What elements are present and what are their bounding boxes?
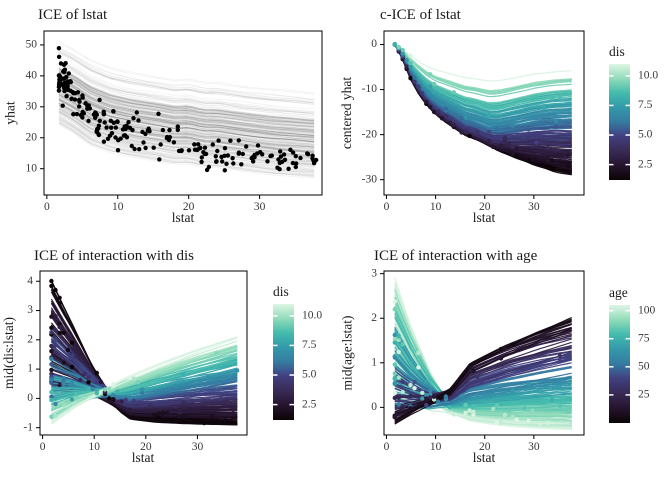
svg-text:30: 30: [26, 100, 38, 112]
x-axis-label-1: lstat: [171, 210, 195, 225]
svg-text:-30: -30: [362, 173, 378, 185]
panel-cell-ice-interaction-dis: 0 10 20 30 -1 0 1 2 3 4 10.0 7.5 5.0 2.5: [0, 240, 336, 480]
svg-text:5.0: 5.0: [302, 369, 317, 381]
svg-text:-1: -1: [23, 421, 33, 433]
svg-text:40: 40: [26, 70, 38, 82]
svg-text:3: 3: [27, 304, 33, 316]
x-axis-label-4: lstat: [472, 450, 496, 465]
svg-text:10: 10: [430, 441, 442, 453]
svg-text:7.5: 7.5: [638, 99, 653, 111]
svg-text:4: 4: [27, 275, 33, 287]
svg-text:2: 2: [27, 333, 33, 345]
svg-text:3: 3: [371, 267, 377, 279]
x-axis-label-3: lstat: [131, 450, 155, 465]
panel-canvas-ice-lstat: 0 10 20 30 10 20 30 40 50: [26, 30, 323, 213]
svg-text:10: 10: [88, 441, 100, 453]
svg-text:10: 10: [112, 201, 124, 213]
panel-cell-cice-lstat: 0 10 20 30 0 -10 -20 -30 10.0 7.5 5.0 2.5: [336, 0, 672, 240]
panel-canvas-cice-lstat: 0 10 20 30 0 -10 -20 -30 10.0 7.5 5.0 2.5: [362, 30, 658, 213]
svg-text:5.0: 5.0: [638, 129, 653, 141]
y-axis-label-2: centered yhat: [338, 43, 356, 183]
svg-text:2.5: 2.5: [302, 398, 317, 410]
svg-text:-20: -20: [362, 128, 378, 140]
svg-text:20: 20: [140, 441, 152, 453]
svg-text:10: 10: [26, 162, 38, 174]
panel-title-ice-lstat: ICE of lstat: [38, 7, 108, 23]
y-axis-label-text-2: centered yhat: [339, 76, 354, 150]
y-axis-label-1: yhat: [2, 43, 20, 183]
svg-text:0: 0: [40, 441, 46, 453]
svg-text:0: 0: [384, 441, 390, 453]
x-axis-label-2: lstat: [472, 210, 496, 225]
svg-text:1: 1: [27, 363, 33, 375]
panel-cell-ice-lstat: 0 10 20 30 10 20 30 40 50: [0, 0, 336, 240]
svg-text:0: 0: [44, 201, 50, 213]
legend-title-dis-top: dis: [609, 44, 625, 59]
svg-text:1: 1: [371, 356, 377, 368]
svg-text:0: 0: [384, 201, 390, 213]
svg-text:30: 30: [192, 441, 204, 453]
y-axis-label-3: mid(dis:lstat): [0, 283, 18, 423]
svg-text:20: 20: [26, 131, 38, 143]
y-axis-label-text-3: mid(dis:lstat): [1, 317, 16, 389]
panel-title-ice-interaction-dis: ICE of interaction with dis: [34, 248, 194, 264]
svg-text:50: 50: [638, 360, 650, 372]
svg-text:0: 0: [371, 38, 377, 50]
svg-text:-10: -10: [362, 83, 378, 95]
svg-text:10: 10: [430, 201, 442, 213]
panel-cell-ice-interaction-age: 0 10 20 30 0 1 2 3 100 75 50 25: [336, 240, 672, 480]
panel-title-cice-lstat: c-ICE of lstat: [380, 7, 461, 23]
svg-text:50: 50: [26, 39, 38, 51]
svg-text:20: 20: [479, 441, 491, 453]
svg-text:30: 30: [528, 201, 540, 213]
panel-title-ice-interaction-age: ICE of interaction with age: [374, 248, 538, 264]
svg-text:25: 25: [638, 389, 650, 401]
svg-text:20: 20: [183, 201, 195, 213]
y-axis-label-4: mid(age:lstat): [338, 283, 356, 423]
panel-canvas-ice-interaction-age: 0 10 20 30 0 1 2 3 100 75 50 25: [371, 267, 656, 453]
svg-text:100: 100: [638, 304, 656, 316]
legend-title-age: age: [609, 285, 628, 300]
panel-canvas-ice-interaction-dis: 0 10 20 30 -1 0 1 2 3 4 10.0 7.5 5.0 2.5: [23, 270, 322, 453]
svg-text:30: 30: [254, 201, 266, 213]
svg-text:75: 75: [638, 332, 650, 344]
svg-text:7.5: 7.5: [302, 339, 317, 351]
legend-title-dis-bottom: dis: [273, 284, 289, 299]
y-axis-label-text-1: yhat: [3, 101, 18, 125]
y-axis-label-text-4: mid(age:lstat): [339, 315, 355, 391]
svg-text:2: 2: [371, 312, 377, 324]
svg-text:0: 0: [371, 401, 377, 413]
svg-text:10.0: 10.0: [638, 69, 658, 81]
svg-text:0: 0: [27, 392, 33, 404]
svg-text:20: 20: [479, 201, 491, 213]
svg-text:2.5: 2.5: [638, 158, 653, 170]
svg-text:10.0: 10.0: [302, 309, 322, 321]
svg-text:30: 30: [528, 441, 540, 453]
